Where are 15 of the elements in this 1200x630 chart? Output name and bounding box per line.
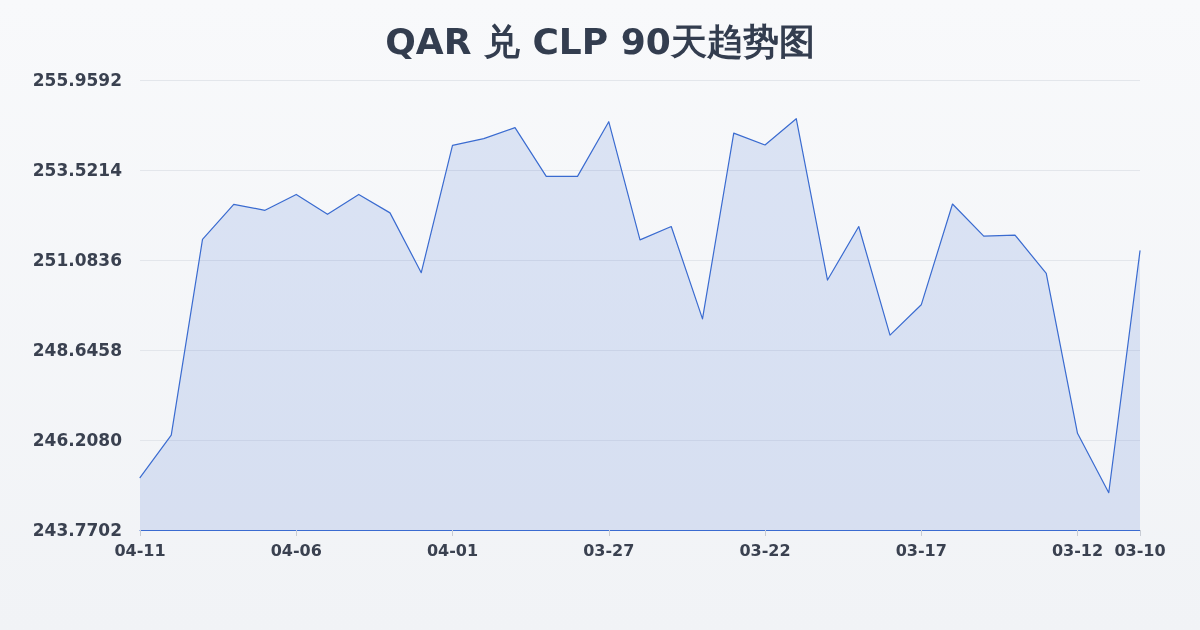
x-tick-label: 04-11	[114, 540, 166, 560]
y-tick-label: 248.6458	[32, 340, 122, 360]
y-tick-label: 246.2080	[32, 430, 123, 450]
y-tick-label: 243.7702	[32, 520, 122, 540]
x-tick-label: 04-06	[270, 540, 322, 560]
x-tick-label: 04-01	[426, 540, 479, 560]
x-tick-label: 03-12	[1051, 540, 1104, 560]
x-tick-label: 03-27	[583, 540, 635, 560]
y-tick-label: 253.5214	[32, 160, 123, 180]
x-tick-label: 03-17	[895, 540, 947, 560]
chart-title: QAR 兑 CLP 90天趋势图	[385, 20, 815, 62]
x-tick-label: 03-10	[1114, 540, 1166, 560]
y-tick-label: 251.0836	[32, 250, 122, 270]
x-tick-label: 03-22	[739, 540, 791, 560]
y-tick-label: 255.9592	[32, 70, 122, 90]
